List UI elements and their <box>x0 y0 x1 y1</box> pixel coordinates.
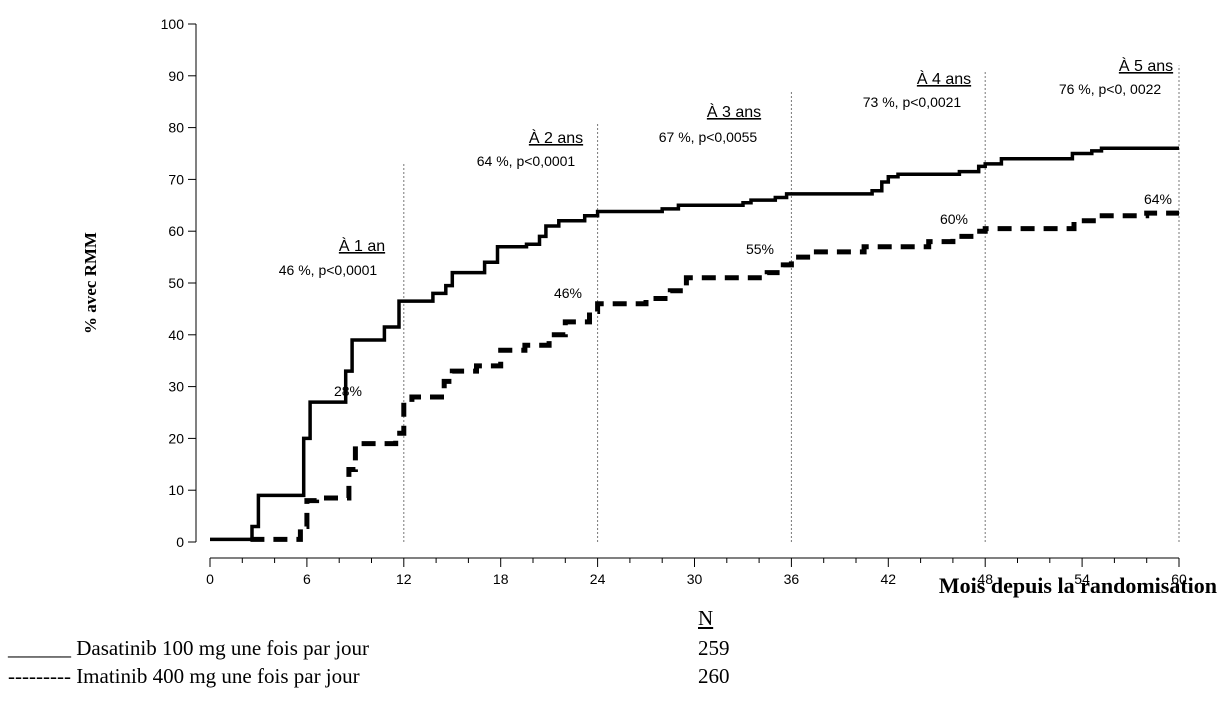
x-tick-label-30: 30 <box>687 571 703 587</box>
x-tick-label-24: 24 <box>590 571 606 587</box>
y-tick-label-50: 50 <box>168 275 184 291</box>
axes: 0 10 20 30 40 50 60 70 80 90 100 0 6 12 18 24 30 36 42 48 54… <box>161 16 1187 587</box>
legend-label-dasatinib: ______ Dasatinib 100 mg une fois par jou… <box>8 636 370 660</box>
y-tick-label-80: 80 <box>168 120 184 136</box>
annotation-text-4: 73 %, p<0,0021 <box>863 94 962 110</box>
x-tick-label-60: 60 <box>1171 571 1187 587</box>
series-imatinib-line <box>250 210 1179 542</box>
imatinib-label-2: 46% <box>554 285 582 301</box>
y-tick-label-70: 70 <box>168 171 184 187</box>
legend-n-dasatinib: 259 <box>698 636 730 660</box>
annotation-title-4: À 4 ans <box>917 69 971 88</box>
annotation-title-2: À 2 ans <box>529 128 583 147</box>
y-tick-label-40: 40 <box>168 327 184 343</box>
imatinib-label-3: 55% <box>746 241 774 257</box>
y-axis-label: % avec RMM <box>81 232 100 334</box>
x-tick-label-48: 48 <box>977 571 993 587</box>
annotation-title-5: À 5 ans <box>1119 56 1173 75</box>
x-axis-label: Mois depuis la randomisation <box>939 573 1217 598</box>
y-tick-label-0: 0 <box>176 534 184 550</box>
y-tick-label-60: 60 <box>168 223 184 239</box>
x-tick-label-12: 12 <box>396 571 412 587</box>
y-tick-label-100: 100 <box>161 16 185 32</box>
imatinib-label-1: 28% <box>334 383 362 399</box>
x-tick-label-36: 36 <box>784 571 800 587</box>
annotation-text-1: 46 %, p<0,0001 <box>279 262 378 278</box>
y-tick-label-30: 30 <box>168 379 184 395</box>
x-tick-label-42: 42 <box>881 571 897 587</box>
annotation-text-2: 64 %, p<0,0001 <box>477 153 576 169</box>
legend-n-imatinib: 260 <box>698 664 730 688</box>
year-reference-lines <box>403 65 1180 542</box>
legend-n-header: N <box>698 606 714 630</box>
annotation-title-3: À 3 ans <box>707 102 761 121</box>
y-tick-label-10: 10 <box>168 482 184 498</box>
series-dasatinib-line <box>210 146 1179 542</box>
x-tick-label-54: 54 <box>1074 571 1090 587</box>
legend-label-imatinib: --------- Imatinib 400 mg une fois par j… <box>8 664 360 688</box>
x-tick-label-18: 18 <box>493 571 509 587</box>
annotations: À 1 an 46 %, p<0,0001 28% À 2 ans 64 %, p<0,… <box>279 56 1173 399</box>
km-chart: 0 10 20 30 40 50 60 70 80 90 100 0 6 12 18 24 30 36 42 48 54… <box>81 16 1217 598</box>
imatinib-label-4: 60% <box>940 211 968 227</box>
annotation-text-3: 67 %, p<0,0055 <box>659 129 758 145</box>
annotation-text-5: 76 %, p<0, 0022 <box>1059 81 1162 97</box>
series-lines <box>210 146 1179 542</box>
x-tick-label-6: 6 <box>303 571 311 587</box>
imatinib-label-5: 64% <box>1144 191 1172 207</box>
y-tick-label-20: 20 <box>168 430 184 446</box>
annotation-title-1: À 1 an <box>339 236 385 255</box>
x-tick-label-0: 0 <box>206 571 214 587</box>
y-tick-label-90: 90 <box>168 68 184 84</box>
